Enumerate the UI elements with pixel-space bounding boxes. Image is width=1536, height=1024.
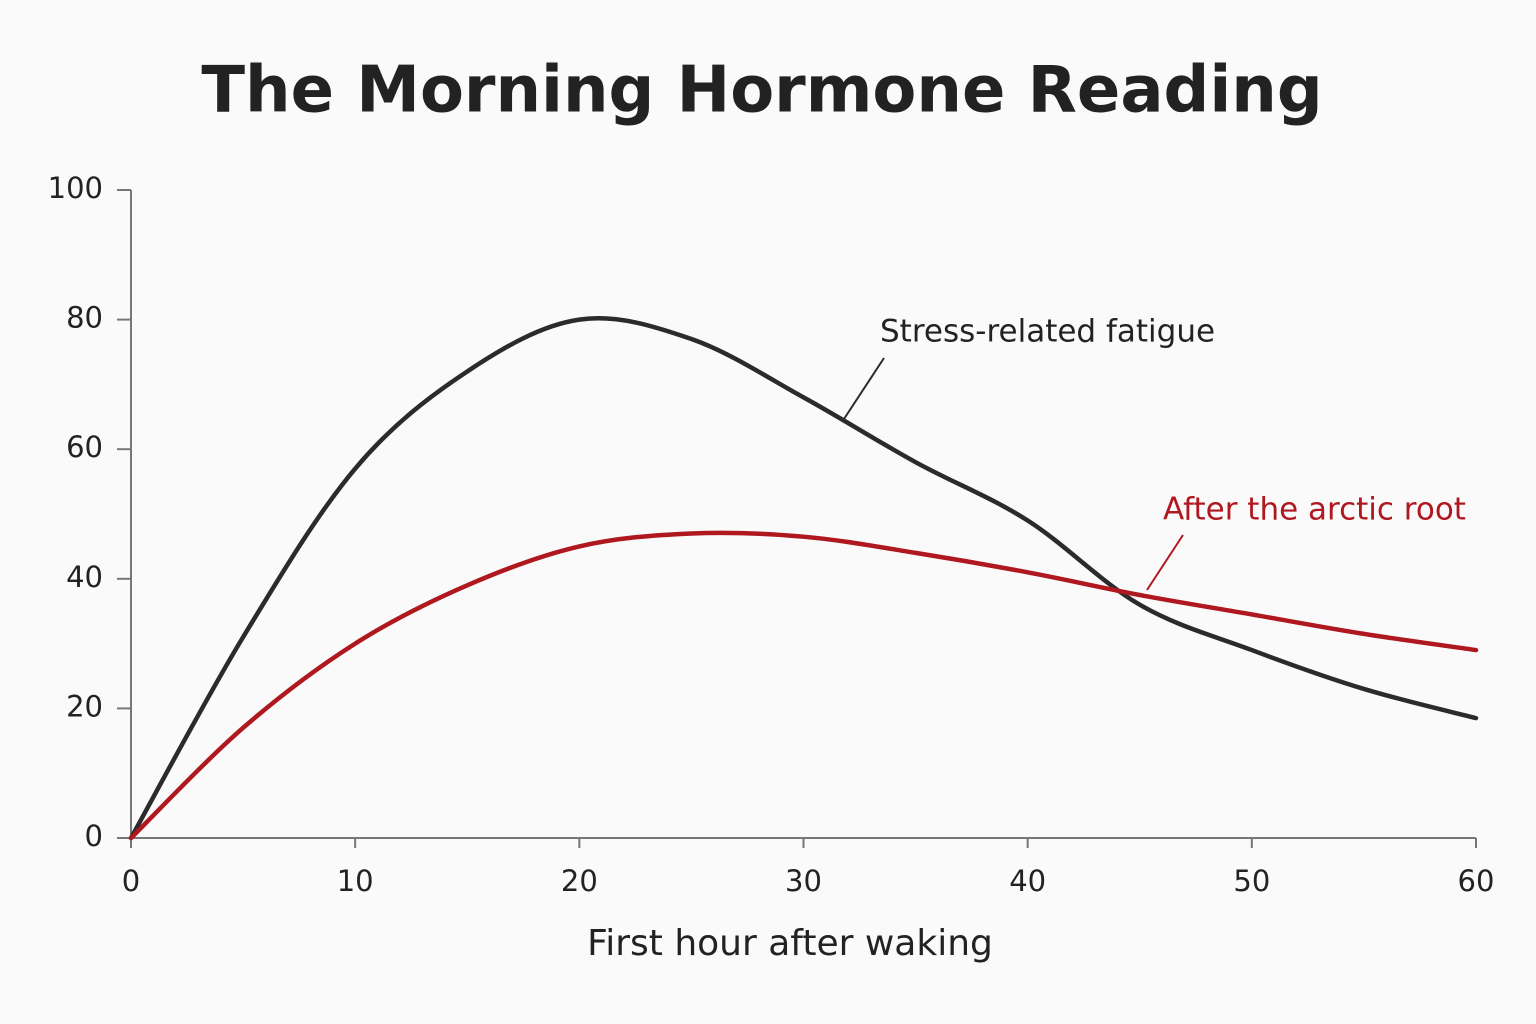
- x-tick-label: 10: [337, 864, 374, 898]
- x-tick-label: 50: [1233, 864, 1270, 898]
- y-tick-label: 60: [66, 430, 103, 464]
- chart-title: The Morning Hormone Reading: [201, 54, 1322, 128]
- label-leader: [1146, 534, 1184, 591]
- series-line: [128, 316, 1479, 841]
- label-leader: [841, 357, 885, 423]
- y-tick-label: 100: [48, 171, 103, 205]
- x-tick-label: 40: [1009, 864, 1046, 898]
- series-label: Stress-related fatigue: [880, 314, 1215, 350]
- y-tick-label: 0: [85, 819, 103, 853]
- y-tick-label: 20: [66, 689, 103, 723]
- y-tick-label: 40: [66, 560, 103, 594]
- series-line: [128, 530, 1479, 841]
- x-tick-label: 0: [122, 864, 140, 898]
- x-tick-label: 60: [1458, 864, 1495, 898]
- x-axis-label: First hour after waking: [587, 923, 993, 964]
- x-tick-label: 30: [785, 864, 822, 898]
- x-tick-label: 20: [561, 864, 598, 898]
- series-label: After the arctic root: [1163, 492, 1466, 528]
- y-tick-label: 80: [66, 301, 103, 335]
